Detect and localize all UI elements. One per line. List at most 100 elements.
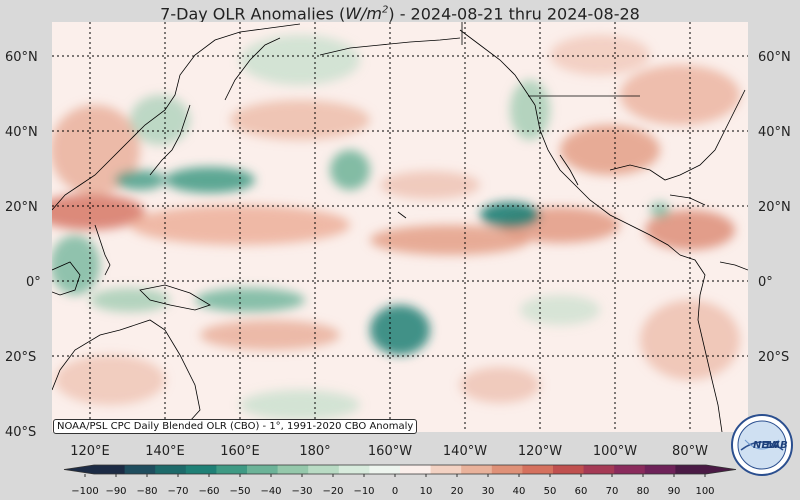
anomaly-shading	[52, 35, 740, 420]
lat-label-20s: 20°S	[5, 350, 36, 365]
colorbar-tick-label: 10	[420, 486, 433, 497]
colorbar-tick-label: −100	[71, 486, 98, 497]
latitude-labels-right: 60°N 40°N 20°N 0° 20°S	[758, 50, 791, 365]
positive-anomaly-wpac-band	[130, 205, 350, 245]
coastline-new-guinea	[139, 284, 211, 311]
lat-label-60n: 60°N	[5, 50, 38, 65]
coastline-philippines	[94, 224, 111, 276]
colorbar-segment	[522, 465, 554, 474]
coastline-baja	[559, 154, 579, 186]
colorbar-tick-label: 60	[575, 486, 588, 497]
colorbar-segment	[308, 465, 340, 474]
colorbar-tick-label: 0	[392, 486, 398, 497]
colorbar-segment	[644, 465, 676, 474]
lat-label-20n: 20°N	[5, 200, 38, 215]
coastline-aleutians	[319, 37, 461, 56]
colorbar-tick-label: −30	[291, 486, 312, 497]
colorbar-segment	[338, 465, 370, 474]
colorbar-tick-label: −10	[353, 486, 374, 497]
source-note: NOAA/PSL CPC Daily Blended OLR (CBO) - 1…	[53, 419, 418, 434]
positive-anomaly-nwpac	[230, 100, 370, 140]
colorbar-tick-label: −20	[322, 486, 343, 497]
gridlines	[52, 22, 748, 432]
longitude-labels: 120°E 140°E 160°E 180° 160°W 140°W 120°W…	[70, 444, 708, 459]
negative-anomaly-siberia	[240, 35, 360, 85]
coastline-alaska	[459, 29, 536, 106]
negative-anomaly-japan-south	[115, 170, 165, 190]
colorbar-segment	[461, 465, 493, 474]
latitude-labels-left: 60°N 40°N 20°N 0° 20°S 40°S	[5, 50, 41, 440]
negative-anomaly-wpac-north	[165, 167, 255, 193]
colorbar-tick-label: 50	[544, 486, 557, 497]
coastline-east-asia	[52, 23, 301, 211]
colorbar-outline	[63, 464, 737, 475]
logo-text-left: NEW	[753, 440, 780, 451]
lon-label-100w: 100°W	[593, 444, 637, 459]
positive-anomaly-australia	[55, 355, 165, 405]
positive-anomaly-north-america	[620, 65, 740, 125]
lon-label-140w: 140°W	[443, 444, 487, 459]
lat-label-right-20s: 20°S	[758, 350, 789, 365]
colorbar: −100 −90 −80 −70 −60 −50 −40 −30 −20 −10 0 10 20 30 40…	[63, 464, 737, 497]
negative-anomaly-gulf-alaska	[510, 80, 550, 140]
coastline-borneo	[52, 261, 81, 296]
lon-label-120e: 120°E	[70, 444, 110, 459]
coastline-australia	[52, 319, 201, 432]
positive-anomaly-central-band	[370, 225, 530, 255]
lat-label-right-60n: 60°N	[758, 50, 791, 65]
lat-label-right-0: 0°	[758, 275, 773, 290]
negative-anomaly-spac	[370, 305, 430, 355]
positive-anomaly-canada	[550, 35, 650, 75]
positive-anomaly-sepac	[460, 367, 540, 403]
negative-anomaly-epac	[480, 202, 540, 228]
title-unit: W/m	[345, 4, 382, 24]
colorbar-tick-label: 20	[451, 486, 464, 497]
colorbar-segment	[583, 465, 615, 474]
lon-label-160e: 160°E	[220, 444, 260, 459]
positive-anomaly-mexico	[560, 125, 660, 175]
positive-anomaly-asia	[52, 105, 140, 195]
negative-anomaly-solomon	[195, 288, 305, 312]
colorbar-tick-label: −80	[136, 486, 157, 497]
colorbar-tick-label: −60	[198, 486, 219, 497]
negative-anomaly-eastasia	[130, 95, 190, 145]
coastline-north-america-west	[534, 104, 681, 256]
colorbar-segment	[247, 465, 279, 474]
positive-anomaly-spac	[200, 320, 340, 350]
colorbar-segment	[675, 465, 707, 474]
lat-label-40n: 40°N	[5, 125, 38, 140]
lon-label-160w: 160°W	[368, 444, 412, 459]
positive-anomaly-south-america	[640, 300, 740, 380]
colorbar-tick-label: −90	[105, 486, 126, 497]
coastline-japan	[149, 104, 191, 176]
colorbar-segment	[614, 465, 646, 474]
positive-anomaly-wpac	[52, 194, 145, 230]
lat-label-right-40n: 40°N	[758, 125, 791, 140]
map-title: 7-Day OLR Anomalies (W/m2) - 2024-08-21 …	[0, 0, 800, 24]
lat-label-0: 0°	[26, 275, 41, 290]
lon-label-80w: 80°W	[672, 444, 708, 459]
positive-anomaly-caribbean	[645, 210, 735, 250]
colorbar-tick-label: 100	[695, 486, 714, 497]
colorbar-tick-label: −40	[260, 486, 281, 497]
colorbar-tick-label: 90	[668, 486, 681, 497]
lat-label-40s: 40°S	[5, 425, 36, 440]
new-lab-logo: NEW LAB	[731, 414, 793, 476]
colorbar-tick-label: 80	[637, 486, 650, 497]
colorbar-segment	[553, 465, 585, 474]
colorbar-segment	[277, 465, 309, 474]
negative-anomaly-maritime	[90, 288, 170, 312]
colorbar-segment	[369, 465, 401, 474]
colorbar-segment	[124, 465, 156, 474]
colorbar-tick-label: 70	[606, 486, 619, 497]
lat-label-right-20n: 20°N	[758, 200, 791, 215]
colorbar-segment	[491, 465, 523, 474]
coastline-kamchatka	[224, 37, 281, 101]
lon-label-120w: 120°W	[518, 444, 562, 459]
lon-label-180: 180°	[299, 444, 330, 459]
colorbar-arrow-max	[706, 465, 736, 474]
title-unit-exponent: 2	[381, 5, 389, 16]
colorbar-segment	[216, 465, 248, 474]
lon-label-140e: 140°E	[145, 444, 185, 459]
